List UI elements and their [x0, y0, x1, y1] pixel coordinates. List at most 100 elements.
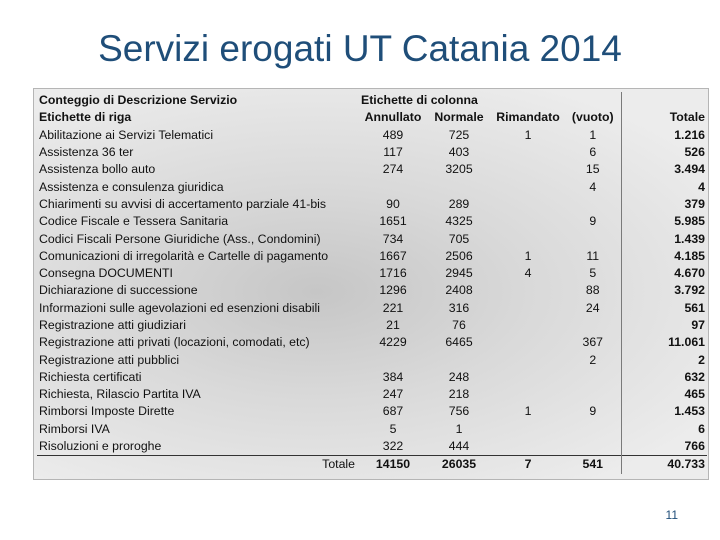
row-label: Assistenza 36 ter	[39, 145, 134, 160]
cell-rimandato: 1	[524, 127, 532, 142]
cell-rimandato: 4	[524, 266, 532, 281]
cell-rimandato	[491, 196, 565, 213]
cell-rimandato	[491, 213, 565, 230]
cell-vuoto: 15	[565, 161, 622, 179]
table-row: Risoluzioni e proroghe 322 444 766	[37, 437, 707, 456]
cell-vuoto: 367	[565, 334, 622, 352]
cell-totale: 632	[684, 369, 705, 384]
cell-normale: 289	[448, 196, 470, 211]
cell-annullato: 21	[386, 318, 400, 332]
cell-vuoto: 11	[565, 247, 622, 265]
cell-vuoto: 6	[565, 143, 622, 162]
table-row: Rimborsi Imposte Dirette 687 756 1 9 1.453	[37, 403, 707, 421]
cell-vuoto: 9	[565, 213, 622, 231]
cell-normale: 316	[448, 300, 470, 315]
cell-normale: 2506	[445, 248, 473, 263]
cell-rimandato: 1	[524, 404, 532, 419]
cell-normale: 6465	[445, 335, 473, 350]
cell-normale: 444	[448, 439, 470, 454]
cell-rimandato	[491, 282, 565, 299]
cell-annullato: 221	[382, 300, 404, 315]
cell-totale: 526	[684, 145, 705, 160]
total-annullato: 14150	[359, 455, 427, 474]
cell-totale: 4.670	[674, 266, 705, 281]
row-label: Richiesta certificati	[39, 369, 142, 384]
corner-header: Conteggio di Descrizione Servizio	[39, 93, 238, 108]
table-row: Assistenza e consulenza giuridica 4 4	[37, 178, 707, 196]
cell-normale: 76	[452, 318, 466, 332]
row-label: Codici Fiscali Persone Giuridiche (Ass.,…	[39, 231, 321, 246]
cell-annullato: 1716	[379, 266, 407, 281]
cell-rimandato: 1	[524, 248, 532, 263]
cell-annullato	[359, 351, 427, 368]
cell-totale: 4.185	[674, 248, 705, 263]
total-rimandato: 7	[491, 455, 565, 474]
cell-vuoto	[565, 195, 622, 214]
table-row: Registrazione atti privati (locazioni, c…	[37, 334, 707, 352]
cell-vuoto	[565, 386, 622, 404]
cell-rimandato	[491, 161, 565, 178]
cell-rimandato	[491, 334, 565, 351]
row-label: Assistenza e consulenza giuridica	[39, 179, 224, 194]
total-normale: 26035	[427, 455, 491, 474]
cell-annullato: 1651	[379, 214, 407, 229]
table-row: Informazioni sulle agevolazioni ed esenz…	[37, 299, 707, 317]
pivot-table: Conteggio di Descrizione Servizio Etiche…	[37, 92, 707, 474]
total-vuoto: 541	[565, 455, 622, 474]
cell-vuoto: 1	[565, 126, 622, 144]
cell-totale: 3.792	[674, 283, 705, 298]
cell-totale: 97	[691, 318, 705, 332]
cell-normale: 1	[455, 421, 463, 436]
page-number: 11	[665, 508, 678, 522]
cell-vuoto	[565, 368, 622, 387]
table-row: Assistenza bollo auto 274 3205 15 3.494	[37, 161, 707, 179]
cell-annullato	[359, 178, 427, 195]
slide-title: Servizi erogati UT Catania 2014	[98, 28, 622, 69]
pivot-table-panel: Conteggio di Descrizione Servizio Etiche…	[33, 88, 709, 480]
cell-vuoto: 88	[565, 282, 622, 300]
cell-totale: 1.439	[674, 231, 705, 246]
cell-rimandato	[491, 230, 565, 247]
cell-totale: 11.061	[668, 335, 705, 350]
cell-normale: 248	[448, 369, 470, 384]
row-label: Assistenza bollo auto	[39, 162, 156, 177]
cell-normale: 3205	[445, 162, 473, 177]
cell-normale: 2945	[445, 266, 473, 281]
table-row: Abilitazione ai Servizi Telematici 489 725…	[37, 126, 707, 144]
row-label: Registrazione atti giudiziari	[39, 318, 186, 332]
row-label: Informazioni sulle agevolazioni ed esenz…	[39, 300, 320, 315]
row-label: Rimborsi IVA	[39, 421, 110, 436]
cell-totale: 5.985	[674, 214, 705, 229]
cell-normale: 403	[448, 145, 470, 160]
cell-annullato: 322	[382, 439, 404, 454]
table-row: Registrazione atti giudiziari 21 76 97	[37, 316, 707, 335]
cell-rimandato	[491, 421, 565, 438]
cell-annullato: 734	[382, 231, 404, 246]
cell-totale: 465	[684, 387, 705, 402]
total-label: Totale	[37, 455, 359, 474]
cell-totale: 1.453	[674, 404, 705, 419]
table-row: Codice Fiscale e Tessera Sanitaria 1651 43…	[37, 213, 707, 231]
cell-rimandato	[491, 438, 565, 456]
table-row: Consegna DOCUMENTI 1716 2945 4 5 4.670	[37, 264, 707, 283]
row-labels-header: Etichette di riga	[39, 110, 132, 125]
cell-totale: 2	[698, 352, 705, 367]
vuoto-header: (vuoto)	[565, 109, 622, 127]
row-label: Registrazione atti pubblici	[39, 352, 180, 367]
normale-header: Normale	[434, 110, 484, 125]
table-row: Richiesta, Rilascio Partita IVA 247 218 465	[37, 386, 707, 404]
rimandato-header: Rimandato	[496, 110, 560, 125]
row-label: Chiarimenti su avvisi di accertamento pa…	[39, 196, 327, 211]
cell-normale: 756	[448, 404, 470, 419]
cell-annullato: 384	[382, 369, 404, 384]
cell-rimandato	[491, 317, 565, 334]
cell-vuoto: 5	[565, 264, 622, 283]
cell-rimandato	[491, 300, 565, 317]
row-label: Rimborsi Imposte Dirette	[39, 404, 175, 419]
row-label: Codice Fiscale e Tessera Sanitaria	[39, 214, 229, 229]
cell-rimandato	[491, 369, 565, 386]
cell-rimandato	[491, 351, 565, 368]
cell-totale: 379	[684, 196, 705, 211]
cell-totale: 6	[698, 421, 705, 436]
cell-annullato: 5	[389, 421, 397, 436]
